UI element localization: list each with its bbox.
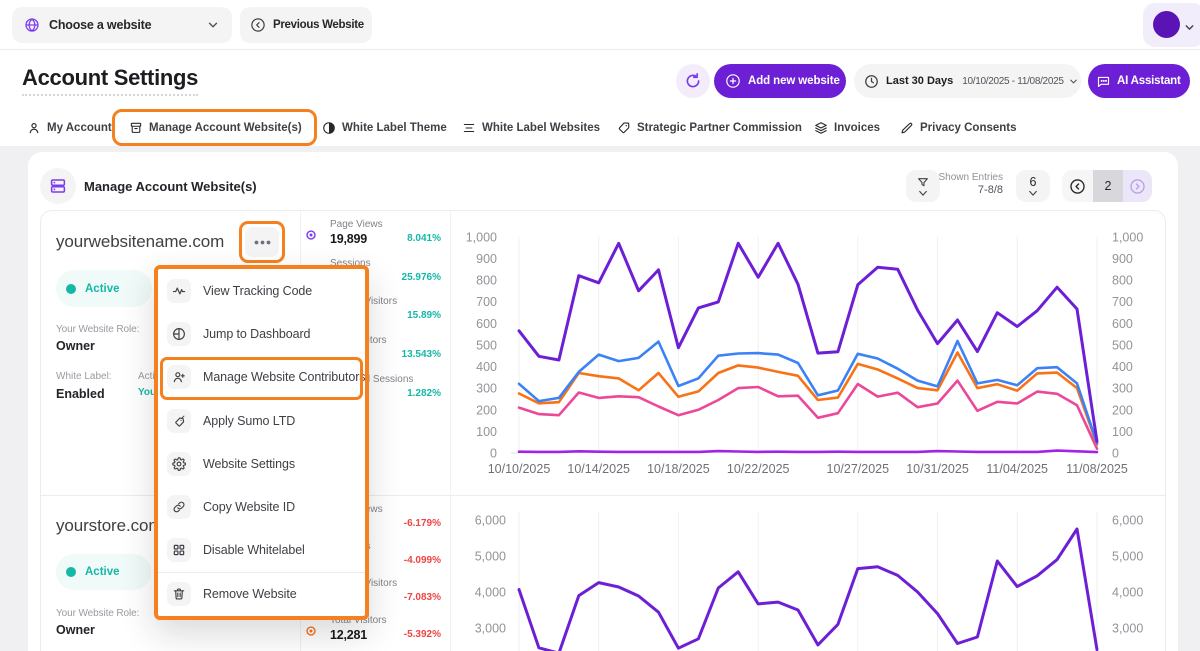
svg-text:0: 0	[1112, 447, 1119, 461]
svg-text:800: 800	[476, 274, 497, 288]
svg-text:600: 600	[476, 317, 497, 331]
svg-text:11/04/2025: 11/04/2025	[986, 462, 1048, 476]
svg-text:300: 300	[1112, 382, 1133, 396]
svg-text:800: 800	[1112, 274, 1133, 288]
svg-text:10/27/2025: 10/27/2025	[827, 462, 890, 476]
svg-text:10/18/2025: 10/18/2025	[647, 462, 710, 476]
svg-text:6,000: 6,000	[475, 514, 506, 528]
svg-text:500: 500	[476, 338, 497, 352]
svg-text:400: 400	[1112, 360, 1133, 374]
svg-text:900: 900	[476, 252, 497, 266]
svg-text:10/22/2025: 10/22/2025	[727, 462, 790, 476]
svg-text:10/10/2025: 10/10/2025	[488, 462, 551, 476]
svg-text:5,000: 5,000	[475, 550, 506, 564]
svg-text:200: 200	[1112, 403, 1133, 417]
svg-text:4,000: 4,000	[1112, 586, 1143, 600]
svg-text:900: 900	[1112, 252, 1133, 266]
svg-text:700: 700	[1112, 295, 1133, 309]
svg-text:10/31/2025: 10/31/2025	[906, 462, 969, 476]
svg-text:100: 100	[1112, 425, 1133, 439]
svg-text:0: 0	[490, 447, 497, 461]
svg-text:6,000: 6,000	[1112, 514, 1143, 528]
svg-text:700: 700	[476, 295, 497, 309]
svg-text:300: 300	[476, 382, 497, 396]
svg-text:500: 500	[1112, 338, 1133, 352]
svg-text:3,000: 3,000	[475, 622, 506, 636]
svg-text:4,000: 4,000	[475, 586, 506, 600]
svg-text:200: 200	[476, 403, 497, 417]
svg-text:5,000: 5,000	[1112, 550, 1143, 564]
svg-text:1,000: 1,000	[1112, 230, 1143, 244]
svg-text:100: 100	[476, 425, 497, 439]
svg-text:10/14/2025: 10/14/2025	[567, 462, 630, 476]
svg-text:3,000: 3,000	[1112, 622, 1143, 636]
svg-text:400: 400	[476, 360, 497, 374]
svg-text:11/08/2025: 11/08/2025	[1066, 462, 1128, 476]
svg-text:1,000: 1,000	[466, 230, 497, 244]
svg-text:600: 600	[1112, 317, 1133, 331]
